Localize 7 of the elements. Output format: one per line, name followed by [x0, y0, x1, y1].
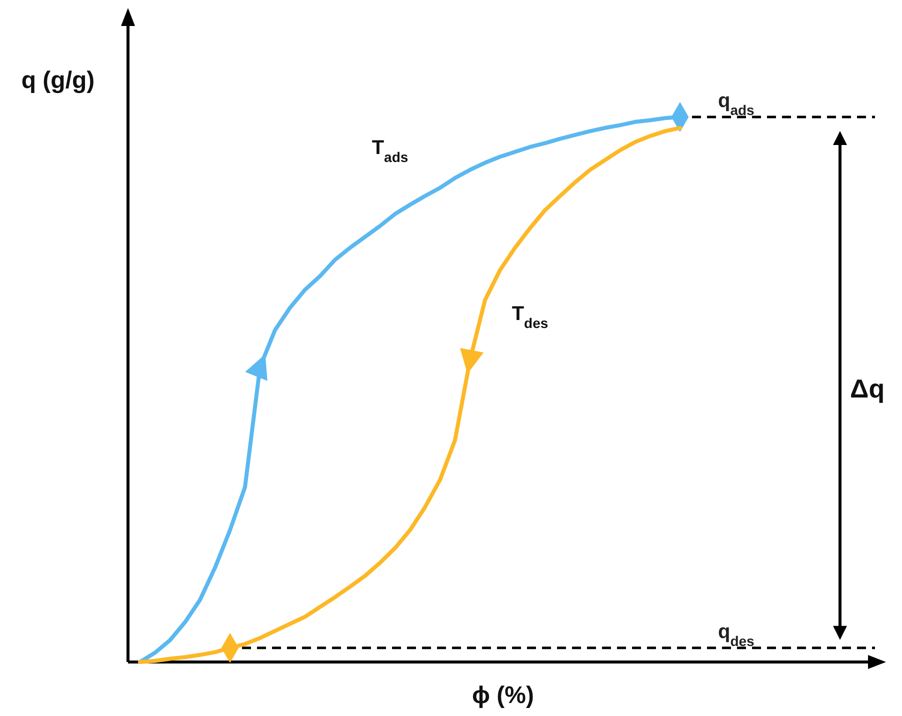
ref-line-label: q$_{des}$ [718, 620, 755, 649]
x-axis-title: ϕ (%) [472, 682, 534, 709]
annotation: T$_{des}$ [512, 303, 548, 332]
y-axis-title: q (g/g) [21, 67, 95, 94]
ref-line-label: q$_{ads}$ [718, 90, 755, 118]
text: Δq [850, 374, 885, 404]
annotation: T$_{ads}$ [372, 137, 408, 165]
